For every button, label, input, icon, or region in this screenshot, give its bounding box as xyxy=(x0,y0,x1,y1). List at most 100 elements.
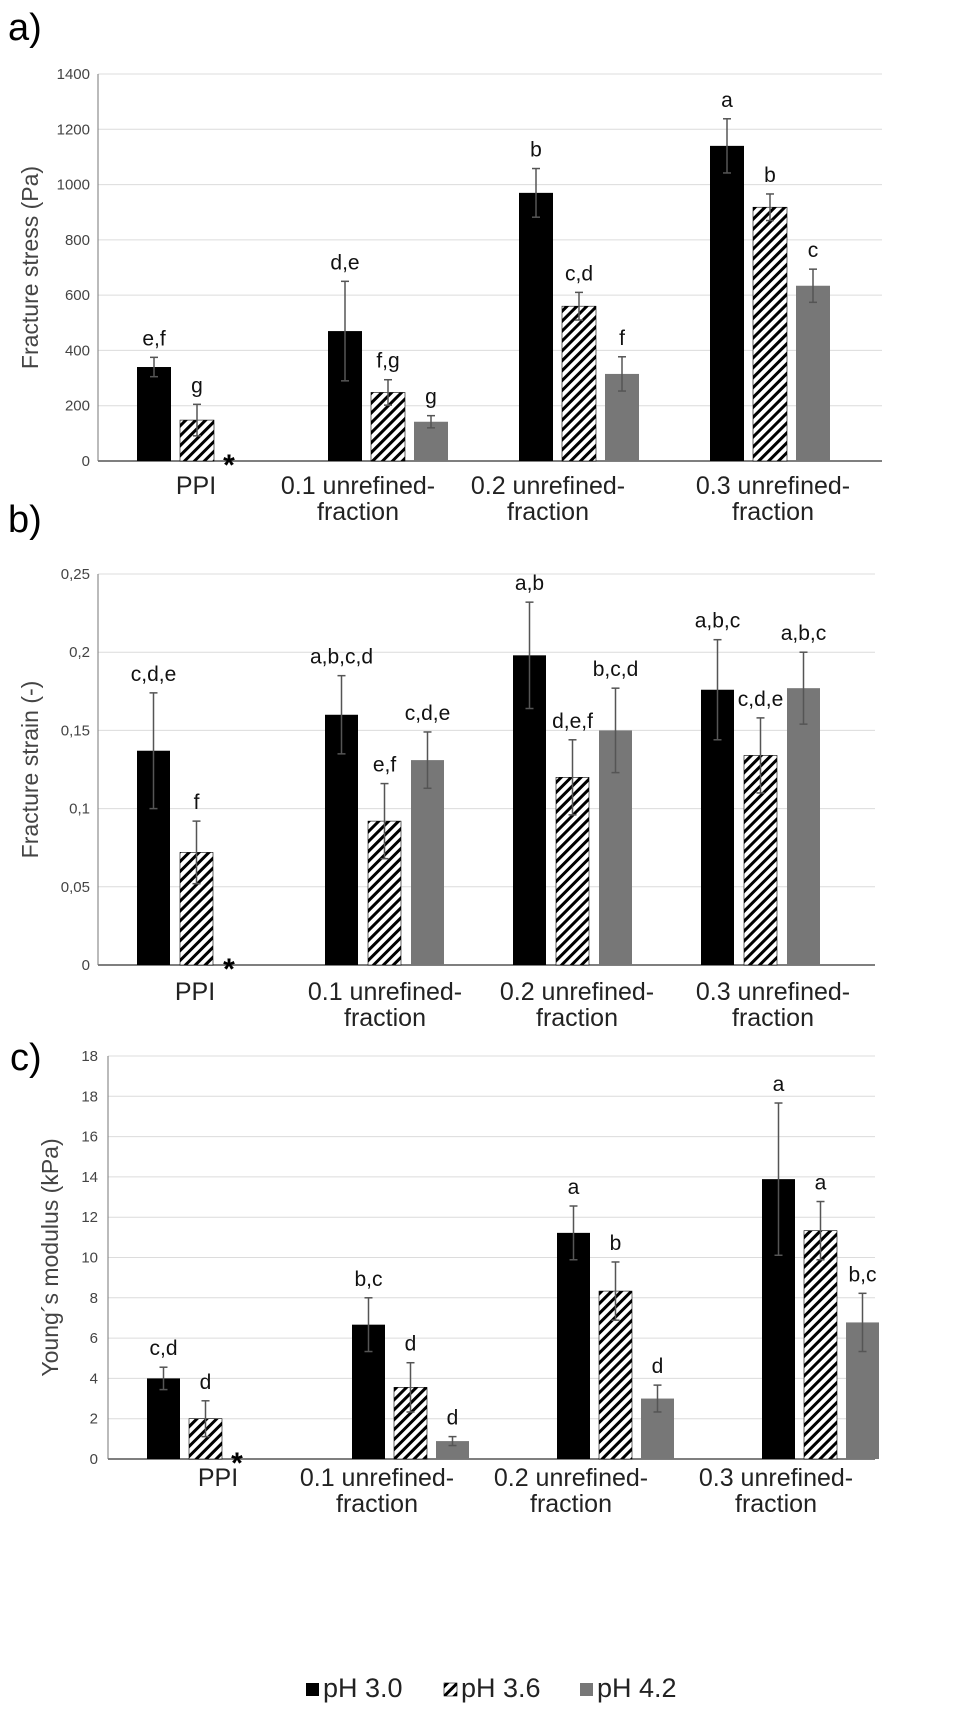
significance-label: f xyxy=(619,327,625,350)
category-label-line: fraction xyxy=(732,498,814,526)
significance-label: e,f xyxy=(373,754,397,777)
category-label-line: 0.1 unrefined- xyxy=(300,1464,454,1492)
significance-label: b,c,d xyxy=(593,658,639,681)
significance-label: a xyxy=(815,1172,827,1195)
y-tick-label: 200 xyxy=(65,398,90,415)
significance-label: a,b,c xyxy=(695,610,741,633)
significance-label: b xyxy=(764,164,776,187)
category-label-line: 0.2 unrefined- xyxy=(500,978,654,1006)
category-label-line: fraction xyxy=(732,1004,814,1032)
bar xyxy=(325,714,358,965)
significance-label: a,b xyxy=(515,572,544,595)
legend-label: pH 3.6 xyxy=(461,1673,541,1703)
category-label-line: PPI xyxy=(198,1464,238,1492)
category-label-line: 0.1 unrefined- xyxy=(281,472,435,500)
category-label-line: 0.3 unrefined- xyxy=(696,978,850,1006)
category-label: 0.1 unrefined-fraction xyxy=(308,978,462,1032)
significance-label: a,b,c,d xyxy=(310,646,373,669)
y-tick-label: 800 xyxy=(65,232,90,249)
missing-marker: * xyxy=(223,449,235,482)
panel-label: b) xyxy=(8,499,42,541)
category-label: PPI xyxy=(198,1464,238,1492)
category-label-line: fraction xyxy=(336,1490,418,1518)
significance-label: a,b,c xyxy=(781,622,827,645)
category-label-line: fraction xyxy=(344,1004,426,1032)
y-axis-label: Fracture stress (Pa) xyxy=(17,166,43,369)
chart-panel: c) 0 2 4 6 8 10 12 14 16 18 18 Young´s modulus (kPa)… xyxy=(10,1037,879,1518)
significance-label: c,d xyxy=(149,1337,177,1360)
y-tick-label: 0,1 xyxy=(69,801,90,818)
y-axis-label: Young´s modulus (kPa) xyxy=(37,1138,63,1376)
legend-swatch xyxy=(443,1682,458,1697)
legend-swatch xyxy=(580,1683,593,1696)
y-tick-label: 0 xyxy=(90,1451,98,1468)
y-tick-label: 0,25 xyxy=(61,566,90,583)
y-tick-label: 8 xyxy=(90,1290,98,1307)
category-label: 0.2 unrefined-fraction xyxy=(471,472,625,526)
significance-label: c,d xyxy=(565,262,593,285)
y-tick-label: 18 xyxy=(81,1088,98,1105)
significance-label: e,f xyxy=(142,327,166,350)
significance-label: b xyxy=(610,1232,622,1255)
y-tick-label: 2 xyxy=(90,1411,98,1428)
y-tick-label: 0 xyxy=(82,453,90,470)
y-tick-label: 16 xyxy=(81,1129,98,1146)
category-label: PPI xyxy=(176,472,216,500)
category-label-line: fraction xyxy=(507,498,589,526)
panel-label: a) xyxy=(8,7,42,49)
significance-label: a xyxy=(568,1176,580,1199)
category-label: 0.3 unrefined-fraction xyxy=(699,1464,853,1518)
bar xyxy=(561,305,597,462)
chart-panel: a) 0 200 400 600 800 1000 1200 1400 Fracture stre… xyxy=(8,7,882,526)
significance-label: a xyxy=(773,1073,785,1096)
category-label-line: PPI xyxy=(175,978,215,1006)
significance-label: a xyxy=(721,89,733,112)
category-label-line: fraction xyxy=(735,1490,817,1518)
category-label-line: fraction xyxy=(530,1490,612,1518)
y-tick-label: 6 xyxy=(90,1330,98,1347)
significance-label: b,c xyxy=(354,1268,382,1291)
category-label-line: 0.3 unrefined- xyxy=(696,472,850,500)
y-tick-label: 0,05 xyxy=(61,879,90,896)
bar xyxy=(557,1232,590,1459)
y-tick-label: 12 xyxy=(81,1209,98,1226)
significance-label: c,d,e xyxy=(131,663,177,686)
chart-panel: b) 0 0,05 0,1 0,15 0,2 0,25 Fracture strain (-)… xyxy=(8,499,875,1032)
legend: pH 3.0 pH 3.6 pH 4.2 xyxy=(306,1673,677,1703)
category-label-line: fraction xyxy=(536,1004,618,1032)
y-tick-label: 18 xyxy=(81,1048,98,1065)
category-label-line: PPI xyxy=(176,472,216,500)
category-label: 0.2 unrefined-fraction xyxy=(500,978,654,1032)
bar xyxy=(147,1378,180,1459)
significance-label: g xyxy=(425,386,437,409)
missing-marker: * xyxy=(231,1447,243,1480)
bar xyxy=(411,760,444,965)
bar xyxy=(752,206,788,462)
category-label-line: 0.2 unrefined- xyxy=(494,1464,648,1492)
y-axis-label: Fracture strain (-) xyxy=(17,681,43,859)
category-label: 0.2 unrefined-fraction xyxy=(494,1464,648,1518)
significance-label: f xyxy=(194,791,200,814)
category-label: PPI xyxy=(175,978,215,1006)
y-tick-label: 400 xyxy=(65,342,90,359)
panel-label: c) xyxy=(10,1037,42,1079)
category-label-line: 0.3 unrefined- xyxy=(699,1464,853,1492)
y-tick-label: 0,15 xyxy=(61,722,90,739)
y-tick-label: 0 xyxy=(82,957,90,974)
significance-label: d xyxy=(652,1355,664,1378)
y-tick-label: 600 xyxy=(65,287,90,304)
category-label: 0.3 unrefined-fraction xyxy=(696,472,850,526)
y-tick-label: 1200 xyxy=(57,121,90,138)
y-tick-label: 0,2 xyxy=(69,644,90,661)
missing-marker: * xyxy=(223,953,235,986)
bar xyxy=(787,688,820,965)
category-label: 0.1 unrefined-fraction xyxy=(300,1464,454,1518)
bar xyxy=(137,367,171,461)
significance-label: b xyxy=(530,139,542,162)
bar xyxy=(436,1441,469,1459)
significance-label: f,g xyxy=(376,350,399,373)
legend-label: pH 3.0 xyxy=(323,1673,403,1703)
category-label: 0.1 unrefined-fraction xyxy=(281,472,435,526)
